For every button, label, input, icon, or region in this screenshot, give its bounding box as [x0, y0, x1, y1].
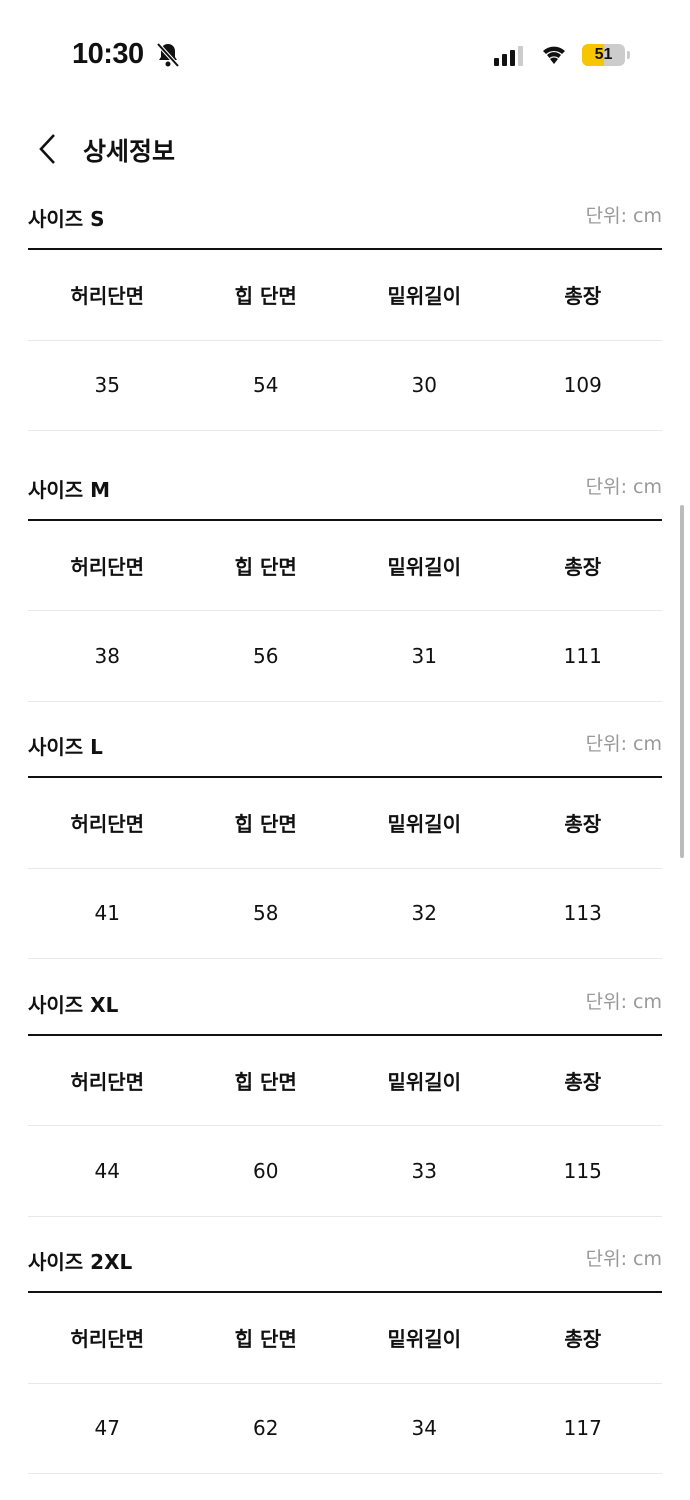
- status-time: 10:30: [72, 38, 144, 70]
- column-header: 총장: [564, 554, 602, 579]
- table-cell: 32: [411, 901, 437, 926]
- table-cell: 33: [411, 1158, 437, 1183]
- scrollbar[interactable]: [680, 505, 684, 858]
- battery-icon: 51: [582, 44, 625, 66]
- wifi-icon: [543, 46, 565, 64]
- table-row: 47 62 34 117: [28, 1382, 662, 1474]
- page-title: 상세정보: [83, 137, 176, 166]
- size-section: 사이즈 M 단위: cm 허리단면 힙 단면 밑위길이 총장 38 56 31 111: [28, 444, 662, 702]
- column-header: 힙 단면: [234, 1069, 297, 1094]
- column-header: 힙 단면: [234, 1327, 297, 1352]
- table-cell: 115: [563, 1158, 602, 1183]
- column-header: 총장: [564, 1069, 602, 1094]
- column-header: 밑위길이: [387, 1327, 462, 1352]
- unit-label: 단위: cm: [585, 205, 662, 227]
- table-cell: 44: [94, 1158, 120, 1183]
- column-header: 밑위길이: [387, 812, 462, 837]
- size-title: 사이즈 XL: [28, 992, 119, 1017]
- column-header: 허리단면: [70, 1069, 145, 1094]
- unit-label: 단위: cm: [585, 1248, 662, 1270]
- table-row: 35 54 30 109: [28, 339, 662, 431]
- table-cell: 117: [563, 1416, 602, 1441]
- size-section: 사이즈 L 단위: cm 허리단면 힙 단면 밑위길이 총장 41 58 32 113: [28, 701, 662, 959]
- table-cell: 109: [563, 373, 602, 398]
- table-cell: 31: [411, 643, 437, 668]
- table-cell: 34: [411, 1416, 437, 1441]
- table-row: 44 60 33 115: [28, 1125, 662, 1217]
- column-header: 허리단면: [70, 554, 145, 579]
- table-cell: 41: [94, 901, 120, 926]
- unit-label: 단위: cm: [585, 990, 662, 1013]
- column-header: 허리단면: [70, 284, 145, 309]
- table-cell: 111: [563, 643, 602, 668]
- size-section: 사이즈 XL 단위: cm 허리단면 힙 단면 밑위길이 총장 44 60 33 115: [28, 959, 662, 1217]
- column-header: 밑위길이: [387, 1069, 462, 1094]
- unit-label: 단위: cm: [585, 733, 662, 755]
- size-title: 사이즈 S: [28, 207, 105, 231]
- column-header: 밑위길이: [387, 554, 462, 579]
- status-bar: 10:30 51: [0, 0, 690, 110]
- column-header: 힙 단면: [234, 284, 297, 309]
- chevron-left-icon[interactable]: [34, 132, 64, 166]
- table-cell: 62: [253, 1416, 279, 1441]
- size-section: 사이즈 S 단위: cm 허리단면 힙 단면 밑위길이 총장 35 54 30 109: [28, 186, 662, 444]
- column-header: 힙 단면: [234, 554, 297, 579]
- unit-label: 단위: cm: [585, 475, 662, 498]
- column-header: 허리단면: [70, 812, 145, 837]
- top-nav: 상세정보: [0, 120, 690, 176]
- column-header: 총장: [564, 1327, 602, 1352]
- table-cell: 54: [253, 373, 279, 398]
- table-cell: 30: [411, 373, 437, 398]
- table-header-row: 허리단면 힙 단면 밑위길이 총장: [28, 248, 662, 340]
- table-header-row: 허리단면 힙 단면 밑위길이 총장: [28, 1291, 662, 1383]
- table-cell: 113: [563, 901, 602, 926]
- size-title: 사이즈 L: [28, 735, 103, 759]
- column-header: 밑위길이: [387, 284, 462, 309]
- table-cell: 56: [253, 643, 279, 668]
- column-header: 총장: [564, 284, 602, 309]
- column-header: 총장: [564, 812, 602, 837]
- table-cell: 35: [94, 373, 120, 398]
- table-cell: 58: [253, 901, 279, 926]
- column-header: 힙 단면: [234, 812, 297, 837]
- table-header-row: 허리단면 힙 단면 밑위길이 총장: [28, 776, 662, 868]
- size-title: 사이즈 M: [28, 477, 111, 502]
- size-section: 사이즈 2XL 단위: cm 허리단면 힙 단면 밑위길이 총장 47 62 34 117: [28, 1216, 662, 1474]
- column-header: 허리단면: [70, 1327, 145, 1352]
- signal-icon: [494, 46, 523, 66]
- bell-slash-icon: [156, 42, 180, 68]
- table-row: 41 58 32 113: [28, 867, 662, 959]
- battery-level: 51: [594, 46, 613, 63]
- table-cell: 47: [94, 1416, 120, 1441]
- size-title: 사이즈 2XL: [28, 1250, 133, 1274]
- table-header-row: 허리단면 힙 단면 밑위길이 총장: [28, 1033, 662, 1126]
- table-header-row: 허리단면 힙 단면 밑위길이 총장: [28, 518, 662, 611]
- table-cell: 38: [94, 643, 120, 668]
- table-cell: 60: [253, 1158, 279, 1183]
- table-row: 38 56 31 111: [28, 610, 662, 702]
